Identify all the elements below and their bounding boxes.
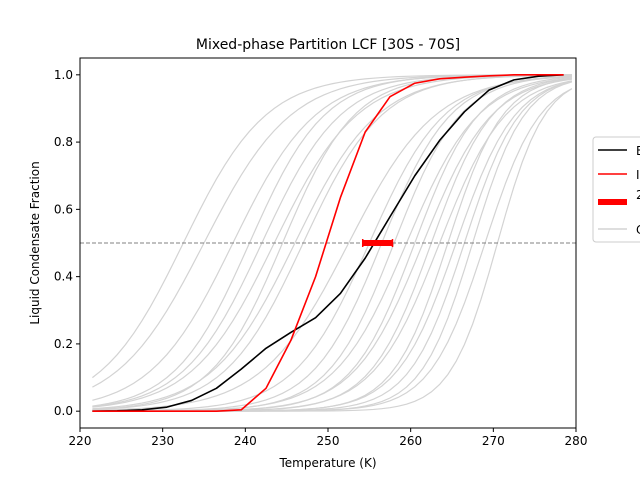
- gray-member-line-19: [92, 77, 572, 412]
- gray-member-line-18: [92, 80, 572, 412]
- gray-member-line-20: [92, 80, 573, 412]
- x-tick-label-270: 270: [482, 434, 505, 448]
- legend-box: [592, 136, 640, 243]
- series-line-i: [92, 74, 564, 412]
- x-tick-label-280: 280: [565, 434, 588, 448]
- x-tick-label-250: 250: [317, 434, 340, 448]
- gray-member-line-17: [92, 77, 572, 412]
- gray-member-line-10: [92, 76, 572, 411]
- legend-label-c: C: [636, 223, 640, 237]
- y-tick-label-1.0: 1.0: [54, 68, 73, 82]
- x-tick-label-260: 260: [399, 434, 422, 448]
- y-axis-label: Liquid Condensate Fraction: [28, 161, 42, 324]
- x-tick-label-240: 240: [234, 434, 257, 448]
- y-tick-label-0.4: 0.4: [54, 270, 73, 284]
- y-tick-label-0.6: 0.6: [54, 202, 73, 216]
- main-series-lines: [92, 74, 564, 412]
- series-line-e: [92, 74, 564, 412]
- x-axis-label: Temperature (K): [278, 456, 376, 470]
- gray-member-line-7: [92, 74, 572, 411]
- legend-label-e: E: [636, 144, 640, 158]
- gray-member-line-6: [92, 74, 572, 408]
- y-tick-label-0.8: 0.8: [54, 135, 73, 149]
- gray-member-line-21: [92, 80, 573, 412]
- chart-title: Mixed-phase Partition LCF [30S - 70S]: [196, 37, 460, 53]
- gray-member-line-13: [92, 75, 572, 412]
- y-tick-label-0.0: 0.0: [54, 404, 73, 418]
- x-tick-label-220: 220: [69, 434, 92, 448]
- gray-member-line-11: [92, 75, 572, 412]
- gray-member-line-9: [92, 74, 572, 411]
- legend: E I 2 C: [592, 136, 640, 243]
- legend-label-i: I: [636, 168, 640, 182]
- legend-label-2: 2: [636, 188, 640, 202]
- gray-member-line-8: [92, 74, 572, 410]
- x-axis: 220 230 240 250 260 270 280: [69, 428, 588, 448]
- y-tick-label-0.2: 0.2: [54, 337, 73, 351]
- x-tick-label-230: 230: [151, 434, 174, 448]
- gray-member-line-16: [92, 78, 572, 412]
- gray-member-line-15: [92, 76, 572, 412]
- gray-member-line-14: [92, 77, 572, 412]
- y-axis: 0.0 0.2 0.4 0.6 0.8 1.0: [54, 68, 80, 418]
- gray-member-line-22: [92, 81, 573, 412]
- gray-member-line-4: [92, 74, 572, 407]
- gray-member-line-12: [92, 75, 572, 412]
